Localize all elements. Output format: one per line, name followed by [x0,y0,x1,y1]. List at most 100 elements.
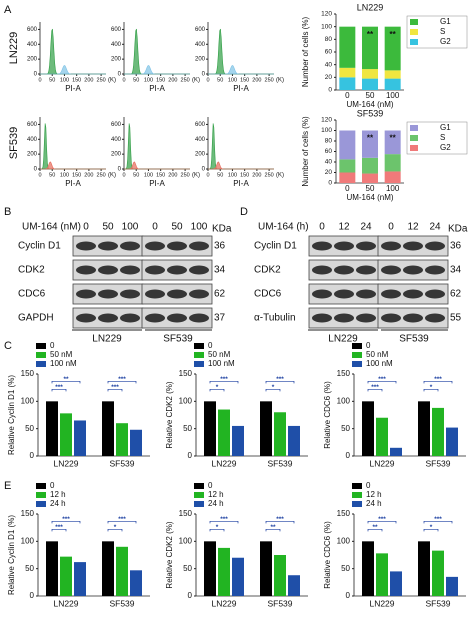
y-tick-label: 600 [111,27,122,33]
legend-label: 0 [366,341,371,350]
legend-swatch [410,19,418,25]
x-tick-label: 50 [49,172,55,178]
cell-line-label: LN229 [8,32,20,64]
y-tick-label: 400 [195,42,206,48]
bar [288,575,300,596]
bar [362,401,374,456]
blot-band [425,265,445,275]
bar [432,407,444,456]
x-tick-label: 0 [38,77,41,83]
bar [260,401,272,456]
legend-swatch [194,501,204,507]
legend-swatch [410,125,418,131]
histogram-peak [40,28,106,75]
legend-swatch [36,361,46,367]
x-tick-label: 100 [60,77,69,83]
significance: *** [378,376,386,383]
y-tick-label: 0 [202,167,206,173]
y-axis-label: Relative CDC6 (%) [323,521,332,589]
legend-swatch [36,343,46,349]
bar [102,541,114,596]
histogram-peak [40,161,106,170]
treatment-label: UM-164 (h) [258,222,309,233]
histogram-peak [40,65,106,75]
x-axis-label: PI-A [65,179,81,188]
bar [116,546,128,596]
x-tick-label: 100 [386,91,400,100]
kda-label: 37 [214,313,226,324]
blot-band [98,265,118,275]
lane-label: 100 [191,222,208,233]
legend-swatch [194,492,204,498]
legend-label: 12 h [366,490,382,499]
blot-band [312,289,332,299]
x-tick-label: 200 [168,77,177,83]
blot-band [425,289,445,299]
legend-label: 24 h [208,499,224,508]
blot-band [334,241,354,251]
y-tick-label: 200 [195,152,206,158]
lane-label: 50 [102,222,114,233]
bar [204,401,216,456]
significance: *** [62,516,70,523]
significance: ** [372,524,378,531]
significance: *** [118,516,126,523]
x-tick-label: 100 [228,77,237,83]
bar [74,420,86,456]
bar [46,401,58,456]
legend-swatch [352,343,362,349]
blot-band [425,313,445,323]
x-tick-label: 250 [265,172,274,178]
y-tick-label: 100 [21,396,35,405]
legend-box [406,15,468,49]
x-tick-label: 250 [181,77,190,83]
x-tick-label: 200 [84,77,93,83]
kda-label: 34 [450,265,462,276]
cell-line-label: SF539 [8,127,20,159]
y-tick-label: 400 [111,42,122,48]
legend-swatch [194,483,204,489]
y-tick-label: 0 [346,451,351,460]
significance-bracket [423,520,453,524]
blot-band [403,265,423,275]
y-tick-label: 120 [321,117,332,124]
y-tick-label: 0 [118,167,122,173]
kda-label: 62 [450,289,462,300]
legend-swatch [36,492,46,498]
x-tick-label: SF539 [425,598,450,608]
lane-label: 0 [319,222,325,233]
legend-label: 50 nM [208,350,231,359]
x-unit: (K) [108,173,116,179]
significance-bracket [209,528,225,532]
y-tick-label: 400 [195,137,206,143]
significance: *** [111,384,119,391]
x-tick-label: LN229 [53,598,78,608]
blot-band [120,241,140,251]
significance-bracket [107,520,137,524]
blot-band [98,241,118,251]
bar [376,417,388,456]
y-tick-label: 200 [111,57,122,63]
legend-label: G1 [440,123,451,132]
y-tick-label: 100 [21,536,35,545]
y-axis-label: Relative CDK2 (%) [165,381,174,448]
legend-label: G1 [440,17,451,26]
y-tick-label: 0 [34,167,38,173]
blot-band [76,313,96,323]
x-tick-label: 150 [72,172,81,178]
kda-label: 36 [450,241,462,252]
x-axis-label: PI-A [233,84,249,93]
y-tick-label: 150 [21,509,35,518]
y-axis-label: Number of cells (%) [301,116,310,187]
y-tick-label: 100 [179,396,193,405]
significance-bracket [367,528,383,532]
histogram-peak [124,65,190,75]
panel-label: E [4,480,11,492]
x-axis-label: PI-A [65,84,81,93]
chart-title: LN229 [357,2,384,12]
y-tick-label: 400 [111,137,122,143]
axis [207,117,274,170]
legend-box [406,121,468,155]
x-tick-label: 100 [144,77,153,83]
